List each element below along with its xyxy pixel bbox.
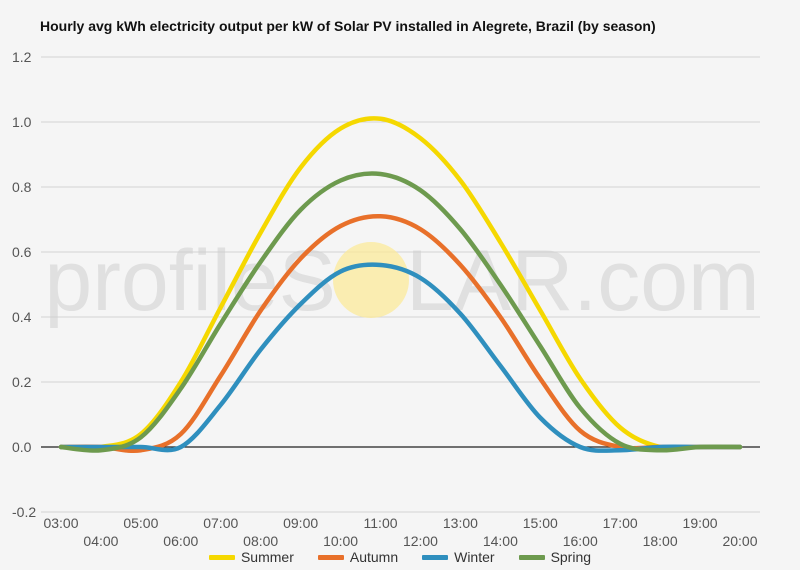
series-line-winter bbox=[58, 262, 743, 453]
legend-label: Summer bbox=[240, 549, 294, 565]
y-axis-ticks: -0.2 0.0 0.2 0.4 0.6 0.8 1.0 1.2 bbox=[12, 49, 36, 520]
x-tick-label: 03:00 bbox=[43, 515, 78, 531]
watermark-text-right: LAR.com bbox=[406, 233, 760, 329]
x-tick-label: 12:00 bbox=[403, 533, 438, 549]
x-tick-label: 18:00 bbox=[643, 533, 678, 549]
series-line-spring bbox=[58, 171, 743, 453]
x-tick-label: 14:00 bbox=[483, 533, 518, 549]
x-tick-label: 20:00 bbox=[722, 533, 757, 549]
x-axis-ticks: 03:00 04:00 05:00 06:00 07:00 08:00 09:00 10:00… bbox=[43, 515, 757, 549]
gridlines bbox=[41, 56, 760, 513]
legend-item-summer[interactable]: Summer bbox=[208, 549, 294, 565]
y-tick-label: -0.2 bbox=[12, 504, 36, 520]
legend-item-spring[interactable]: Spring bbox=[518, 549, 592, 565]
x-tick-label: 17:00 bbox=[603, 515, 638, 531]
x-tick-label: 15:00 bbox=[523, 515, 558, 531]
legend-item-winter[interactable]: Winter bbox=[422, 549, 495, 565]
watermark: profileS LAR.com bbox=[44, 233, 759, 329]
legend-item-autumn[interactable]: Autumn bbox=[317, 549, 399, 565]
legend-swatch bbox=[317, 554, 344, 560]
legend-swatch bbox=[518, 554, 545, 560]
series-line-autumn bbox=[58, 213, 743, 454]
x-tick-label: 08:00 bbox=[243, 533, 278, 549]
chart-title: Hourly avg kWh electricity output per kW… bbox=[40, 18, 656, 34]
x-tick-label: 16:00 bbox=[563, 533, 598, 549]
y-tick-label: 0.0 bbox=[12, 439, 32, 455]
x-tick-label: 05:00 bbox=[123, 515, 158, 531]
legend-swatch bbox=[422, 554, 449, 560]
x-tick-label: 13:00 bbox=[443, 515, 478, 531]
x-tick-label: 09:00 bbox=[283, 515, 318, 531]
x-tick-label: 11:00 bbox=[364, 515, 398, 531]
y-tick-label: 0.8 bbox=[12, 179, 32, 195]
x-tick-label: 06:00 bbox=[163, 533, 198, 549]
legend-label: Winter bbox=[454, 549, 495, 565]
x-tick-label: 07:00 bbox=[203, 515, 238, 531]
y-tick-label: 0.6 bbox=[12, 244, 32, 260]
x-tick-label: 19:00 bbox=[683, 515, 718, 531]
watermark-sun-icon bbox=[333, 242, 409, 318]
y-tick-label: 1.2 bbox=[12, 49, 32, 65]
series-lines bbox=[58, 116, 743, 454]
legend-swatch bbox=[208, 554, 235, 560]
x-tick-label: 10:00 bbox=[323, 533, 358, 549]
watermark-text-left: profileS bbox=[44, 233, 336, 329]
legend: Summer Autumn Winter Spring bbox=[0, 549, 800, 565]
legend-label: Spring bbox=[550, 549, 592, 565]
y-tick-label: 0.4 bbox=[12, 309, 32, 325]
legend-label: Autumn bbox=[349, 549, 399, 565]
x-tick-label: 04:00 bbox=[83, 533, 118, 549]
y-tick-label: 1.0 bbox=[12, 114, 32, 130]
y-tick-label: 0.2 bbox=[12, 374, 32, 390]
series-line-summer bbox=[58, 116, 743, 451]
